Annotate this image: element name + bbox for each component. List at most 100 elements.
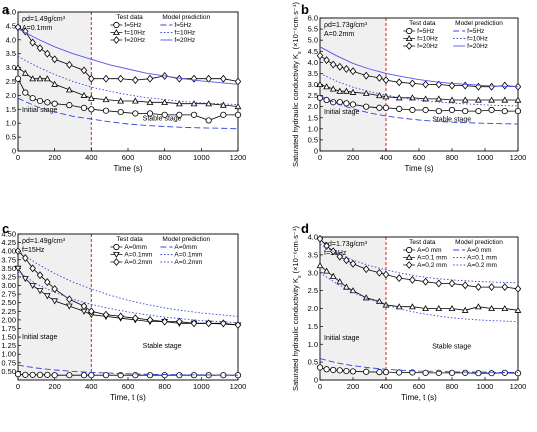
y-tick-label: 0.75 bbox=[1, 358, 16, 367]
data-point bbox=[43, 75, 51, 82]
data-point bbox=[323, 242, 330, 250]
data-point bbox=[88, 372, 95, 379]
data-point bbox=[323, 267, 330, 274]
data-point bbox=[376, 297, 383, 304]
data-point bbox=[461, 281, 469, 290]
data-point bbox=[475, 108, 482, 115]
data-point bbox=[36, 97, 44, 105]
y-axis-label-sub: s bbox=[297, 275, 303, 278]
x-tick-label: 600 bbox=[122, 153, 135, 162]
panel-label: c bbox=[2, 221, 9, 236]
data-point bbox=[190, 319, 198, 328]
data-point bbox=[132, 110, 139, 117]
data-point bbox=[80, 91, 88, 98]
x-tick-label: 0 bbox=[16, 382, 20, 391]
data-point bbox=[234, 77, 242, 86]
x-tick-label: 200 bbox=[48, 382, 61, 391]
data-point bbox=[29, 38, 36, 47]
legend-marker bbox=[113, 251, 120, 259]
y-tick-label: 4.00 bbox=[1, 247, 16, 256]
y-axis-label-sub: s bbox=[0, 274, 1, 277]
data-point bbox=[514, 370, 522, 377]
data-point bbox=[448, 279, 456, 288]
data-point bbox=[51, 55, 58, 64]
data-point bbox=[461, 96, 469, 103]
legend-test-title: Test data bbox=[409, 239, 436, 246]
legend-marker bbox=[113, 243, 120, 251]
data-point bbox=[323, 366, 330, 373]
y-axis-label-main: Saturated hydraulic conductivity K bbox=[291, 278, 300, 391]
data-point bbox=[80, 104, 88, 112]
y-tick-label: 0 bbox=[314, 147, 318, 156]
data-point bbox=[409, 275, 416, 284]
y-tick-label: 1.75 bbox=[1, 324, 16, 333]
model-line-5 bbox=[17, 250, 239, 317]
x-tick-label: 0 bbox=[318, 382, 322, 391]
data-point bbox=[349, 259, 357, 268]
data-point bbox=[475, 303, 482, 310]
data-point bbox=[14, 64, 22, 71]
data-point bbox=[190, 74, 198, 83]
data-point bbox=[51, 372, 58, 379]
data-point bbox=[176, 111, 183, 118]
y-tick-label: 1.50 bbox=[1, 333, 16, 342]
y-tick-label: 1.0 bbox=[6, 119, 16, 128]
y-tick-label: 3.0 bbox=[308, 80, 318, 89]
data-point bbox=[51, 100, 58, 107]
data-point bbox=[435, 95, 443, 102]
x-tick-label: 1000 bbox=[193, 382, 210, 391]
data-point bbox=[514, 108, 522, 115]
y-tick-label: 2.0 bbox=[6, 91, 16, 100]
x-tick-label: 400 bbox=[380, 382, 393, 391]
model-line-3 bbox=[17, 364, 238, 376]
data-point bbox=[329, 60, 337, 69]
data-point bbox=[382, 104, 390, 111]
data-point bbox=[36, 75, 44, 82]
data-point bbox=[395, 78, 403, 87]
data-point bbox=[362, 294, 370, 301]
model-line-4 bbox=[17, 271, 239, 324]
y-tick-label: 1.5 bbox=[308, 113, 318, 122]
initial-stage-shade bbox=[18, 234, 92, 380]
data-point bbox=[190, 111, 198, 118]
condition-text: A=0.2mm bbox=[324, 31, 354, 38]
data-point bbox=[220, 111, 227, 118]
data-point bbox=[175, 100, 183, 107]
data-point bbox=[29, 75, 37, 82]
y-tick-label: 3.75 bbox=[1, 255, 16, 264]
data-point bbox=[66, 372, 73, 379]
x-tick-label: 600 bbox=[122, 382, 135, 391]
panel-label: d bbox=[301, 221, 309, 236]
condition-text: ρd=1.73g/cm³ bbox=[324, 22, 368, 29]
data-point bbox=[51, 80, 59, 87]
data-point bbox=[29, 282, 37, 290]
y-tick-label: 2.0 bbox=[308, 102, 318, 111]
legend-entry: f=20Hz bbox=[417, 43, 438, 50]
data-point bbox=[21, 69, 29, 76]
x-tick-label: 1200 bbox=[230, 153, 247, 162]
data-point bbox=[87, 94, 95, 101]
data-point bbox=[14, 265, 22, 272]
data-point bbox=[475, 82, 482, 91]
data-point bbox=[146, 315, 154, 324]
legend-entry: f=5Hz bbox=[417, 28, 434, 35]
legend-entry: A=0.1 mm bbox=[417, 255, 447, 262]
data-point bbox=[80, 66, 88, 75]
data-point bbox=[14, 75, 22, 82]
x-tick-label: 1200 bbox=[230, 382, 247, 391]
x-tick-label: 800 bbox=[158, 153, 171, 162]
legend-entry: f=5Hz bbox=[124, 22, 141, 29]
data-point bbox=[488, 370, 495, 377]
data-point bbox=[316, 51, 324, 60]
panel-label: b bbox=[301, 2, 309, 17]
data-point bbox=[382, 369, 390, 376]
data-point bbox=[435, 108, 442, 115]
model-line-3 bbox=[319, 95, 519, 125]
data-point bbox=[336, 367, 343, 374]
stage-label-stable: Stable stage bbox=[143, 343, 182, 350]
data-point bbox=[409, 79, 416, 88]
data-point bbox=[219, 101, 227, 108]
data-point bbox=[343, 367, 350, 375]
y-tick-label: 0.5 bbox=[6, 133, 16, 142]
data-point bbox=[501, 81, 509, 90]
